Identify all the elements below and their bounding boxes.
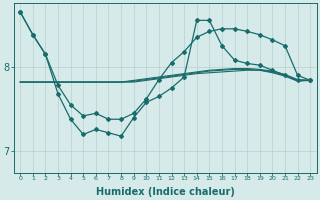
X-axis label: Humidex (Indice chaleur): Humidex (Indice chaleur)	[96, 187, 235, 197]
